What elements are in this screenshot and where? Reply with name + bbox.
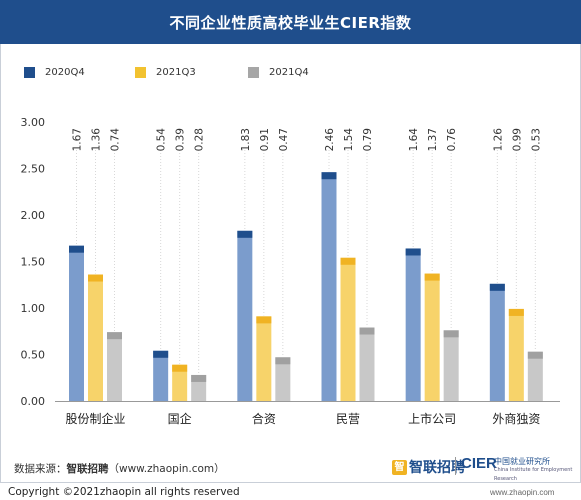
bar-2020q4 [153,350,169,401]
data-label: 0.76 [446,128,458,152]
copyright: Copyright ©2021zhaopin all rights reserv… [8,486,240,498]
bar-2020q4 [321,172,337,401]
bar-2021q4 [527,351,543,401]
data-label: 0.28 [194,128,206,151]
zhaopin-logo: 智 智联招聘 [392,457,465,477]
bar-cap-2021q4 [527,351,543,359]
data-label: 0.47 [278,128,290,151]
y-tick-label: 0.00 [21,395,46,408]
bar-2021q3 [508,308,524,401]
bar-2021q4 [359,327,375,401]
category-label: 国企 [168,411,192,426]
legend-swatch-2020q4 [24,67,35,78]
category-label: 股份制企业 [65,411,125,426]
data-label: 1.64 [408,128,420,152]
legend-label-2020q4: 2020Q4 [45,67,85,78]
bar-cap-2020q4 [321,172,337,180]
bar-2021q3 [340,257,356,401]
bar-2020q4 [489,283,505,401]
category-label: 外商独资 [492,411,540,426]
bar-cap-2021q4 [191,374,207,382]
bar-cap-2021q4 [107,332,122,340]
bar-2021q4 [107,332,122,401]
data-label: 0.39 [175,128,187,151]
legend-item-2021q4: 2021Q4 [248,67,309,78]
bar-2021q3 [424,273,440,401]
bar-2020q4 [69,245,84,401]
bar-cap-2021q3 [88,274,103,282]
y-tick-label: 0.50 [21,349,46,362]
y-tick-label: 2.00 [21,209,46,222]
data-label: 1.67 [72,128,84,151]
data-label: 0.54 [156,128,168,152]
data-label: 0.79 [362,128,374,151]
bar-cap-2021q3 [424,273,440,281]
bar-cap-2021q4 [359,327,375,335]
data-label: 1.36 [91,128,103,152]
data-source-prefix: 数据来源： [14,463,67,475]
y-tick-label: 1.00 [21,302,46,315]
legend-label-2021q3: 2021Q3 [156,67,196,78]
data-label: 1.37 [427,128,439,151]
chart-title: 不同企业性质高校毕业生CIER指数 [0,0,581,44]
bar-cap-2021q3 [172,364,188,372]
bar-cap-2020q4 [237,230,253,238]
bar-2020q4 [237,230,253,401]
legend-label-2021q4: 2021Q4 [269,67,309,78]
y-tick-label: 3.00 [21,116,46,129]
bar-2021q3 [172,364,188,401]
data-label: 0.53 [530,128,542,151]
data-source-url: （www.zhaopin.com） [108,463,225,475]
bar-chart: 0.00 0.50 1.00 1.50 2.00 2.50 3.00 1.67 1.36 0.74… [21,116,560,426]
bar-2021q4 [275,357,291,401]
bar-cap-2020q4 [405,248,421,256]
watermark: www.zhaopin.com [490,488,555,497]
chart-frame [0,0,581,483]
bar-cap-2020q4 [69,245,84,253]
cier-logo-subtitle: 中国就业研究所 China Institute for Employment R… [494,457,581,484]
cier-logo-en: China Institute for Employment Research [494,467,573,482]
bar-2021q4 [443,330,459,401]
legend-item-2021q3: 2021Q3 [135,67,196,78]
zhaopin-logo-mark: 智 [392,459,407,475]
logo-divider [455,457,456,475]
bar-cap-2020q4 [489,283,505,291]
bar-cap-2021q4 [275,357,291,365]
data-label: 1.54 [343,128,355,152]
data-source: 数据来源：智联招聘（www.zhaopin.com） [14,461,225,476]
bar-2020q4 [405,248,421,401]
data-label: 2.46 [324,128,336,152]
legend-item-2020q4: 2020Q4 [24,67,85,78]
category-label: 民营 [336,412,360,426]
legend-swatch-2021q4 [248,67,259,78]
bar-cap-2020q4 [153,350,169,358]
zhaopin-logo-text: 智联招聘 [409,460,465,476]
data-label: 0.91 [259,128,271,151]
data-source-name: 智联招聘 [66,463,109,475]
bar-cap-2021q4 [443,330,459,338]
data-label: 1.83 [240,128,252,151]
legend-swatch-2021q3 [135,67,146,78]
y-tick-label: 2.50 [21,163,46,176]
bar-cap-2021q3 [340,257,356,265]
cier-logo-cn: 中国就业研究所 [494,457,550,466]
data-label: 0.74 [110,128,122,152]
cier-logo: CIER [461,455,497,472]
bar-cap-2021q3 [256,316,272,324]
y-tick-label: 1.50 [21,256,46,269]
legend: 2020Q4 2021Q3 2021Q4 [0,67,581,83]
bar-cap-2021q3 [508,308,524,316]
category-label: 合资 [252,411,276,426]
data-label: 1.26 [492,128,504,152]
bar-2021q3 [88,274,103,401]
bar-2021q3 [256,316,272,401]
data-label: 0.99 [511,128,523,151]
category-label: 上市公司 [408,411,456,426]
